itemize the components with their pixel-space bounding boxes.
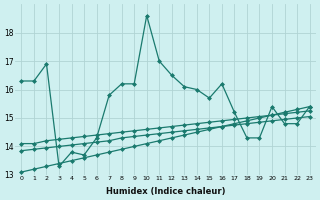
X-axis label: Humidex (Indice chaleur): Humidex (Indice chaleur) [106,187,225,196]
